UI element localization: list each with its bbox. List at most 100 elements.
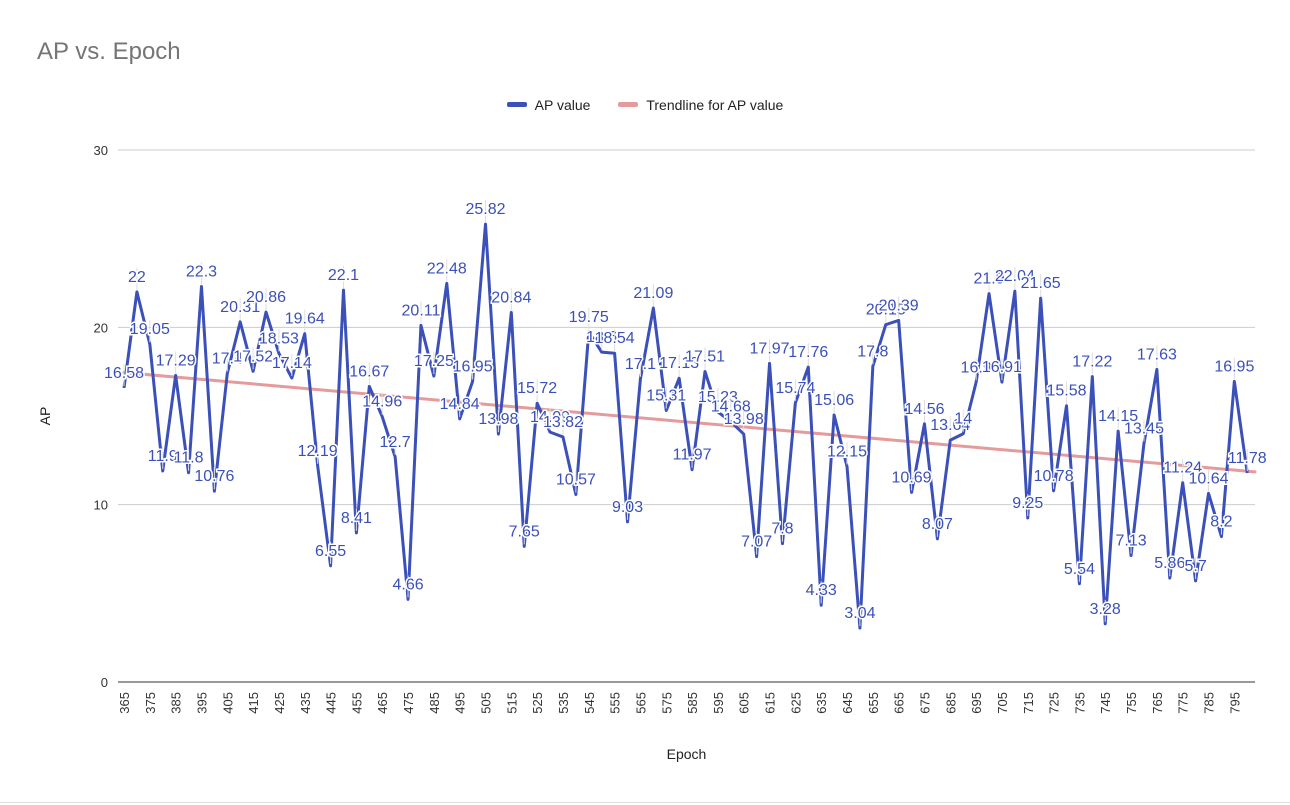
data-label: 17.14 — [272, 355, 312, 372]
x-tick-label: 635 — [814, 692, 829, 714]
legend: AP value Trendline for AP value — [0, 94, 1290, 113]
data-label: 17.22 — [1072, 354, 1112, 371]
data-label: 10.69 — [892, 469, 932, 486]
data-label: 8.2 — [1210, 514, 1232, 531]
data-label: 17.52 — [233, 348, 273, 365]
x-tick-label: 385 — [169, 692, 184, 714]
x-axis-label: Epoch — [667, 746, 707, 762]
data-label: 4.66 — [392, 576, 423, 593]
data-label: 17.76 — [788, 344, 828, 361]
x-tick-label: 615 — [763, 692, 778, 714]
x-tick-label: 735 — [1072, 692, 1087, 714]
data-label: 7.07 — [741, 534, 772, 551]
data-label: 13.45 — [1124, 420, 1164, 437]
data-label: 13.64 — [930, 417, 970, 434]
x-tick-label: 625 — [788, 692, 803, 714]
legend-label-ap-value: AP value — [534, 96, 591, 113]
data-label: 17.29 — [156, 352, 196, 369]
data-label: 7.8 — [771, 521, 793, 538]
data-label: 20.86 — [246, 289, 286, 306]
x-tick-label: 495 — [453, 692, 468, 714]
data-label: 14.68 — [711, 399, 751, 416]
data-label: 11.24 — [1163, 460, 1202, 477]
data-label: 14.96 — [362, 394, 402, 411]
data-label: 12.19 — [298, 443, 338, 460]
legend-label-trendline: Trendline for AP value — [646, 96, 784, 113]
data-label: 13.82 — [543, 414, 583, 431]
x-tick-label: 425 — [272, 692, 287, 714]
x-tick-label: 525 — [530, 692, 545, 714]
legend-item-trendline[interactable]: Trendline for AP value — [618, 97, 783, 113]
x-tick-label: 485 — [427, 692, 442, 714]
x-tick-label: 725 — [1047, 692, 1062, 714]
data-label: 12.15 — [827, 444, 867, 461]
data-label: 18.6 — [586, 329, 617, 346]
x-tick-label: 715 — [1021, 692, 1036, 714]
data-label: 14.15 — [1098, 408, 1138, 425]
data-label: 19.05 — [130, 321, 170, 338]
x-tick-label: 595 — [711, 692, 726, 714]
x-tick-label: 515 — [504, 692, 519, 714]
data-label: 17.13 — [659, 355, 699, 372]
data-label: 10.76 — [194, 468, 234, 485]
x-tick-label: 775 — [1176, 692, 1191, 714]
data-label: 15.74 — [775, 380, 815, 397]
data-label: 22.04 — [995, 268, 1035, 285]
data-label: 14.56 — [904, 401, 944, 418]
data-label: 11.9 — [148, 448, 178, 465]
data-label: 16.9 — [961, 359, 992, 376]
x-tick-label: 765 — [1150, 692, 1165, 714]
legend-swatch-ap-value — [506, 102, 527, 107]
data-label: 6.55 — [315, 543, 346, 560]
data-label: 9.25 — [1012, 495, 1043, 512]
data-label: 16.95 — [453, 358, 493, 375]
trendline — [122, 371, 1257, 474]
x-tick-label: 795 — [1227, 692, 1242, 714]
data-label: 15.06 — [814, 392, 854, 409]
ap-value-line — [122, 222, 1249, 630]
data-label: 25.82 — [465, 201, 505, 218]
x-tick-label: 375 — [143, 692, 158, 714]
data-label: 17.97 — [750, 340, 790, 357]
data-label: 11.78 — [1228, 450, 1267, 467]
data-label: 13.98 — [478, 411, 518, 428]
data-label: 15.31 — [646, 388, 686, 405]
data-label: 15.23 — [698, 389, 738, 406]
x-tick-label: 545 — [582, 692, 597, 714]
data-label: 16.58 — [104, 365, 144, 382]
legend-item-ap-value[interactable]: AP value — [506, 96, 591, 113]
data-label: 21.65 — [1021, 275, 1061, 292]
data-label: 10.57 — [556, 472, 596, 489]
data-label: 8.41 — [341, 510, 372, 527]
data-label: 16.95 — [1214, 358, 1254, 375]
data-label: 15.58 — [1046, 383, 1086, 400]
data-label: 17.4 — [212, 350, 243, 367]
x-tick-label: 415 — [246, 692, 261, 714]
data-label: 11.97 — [673, 447, 712, 464]
x-tick-label: 585 — [685, 692, 700, 714]
x-tick-label: 605 — [737, 692, 752, 714]
x-tick-label: 395 — [194, 692, 209, 714]
data-label: 18.53 — [259, 330, 299, 347]
legend-swatch-trendline — [618, 102, 639, 107]
x-tick-label: 745 — [1098, 692, 1113, 714]
data-label: 19.75 — [569, 309, 609, 326]
x-tick-label: 685 — [943, 692, 958, 714]
x-tick-label: 505 — [479, 692, 494, 714]
data-label: 16.91 — [982, 359, 1022, 376]
data-label: 8.07 — [922, 516, 953, 533]
data-label: 22.1 — [328, 267, 359, 284]
x-tick-label: 565 — [633, 692, 648, 714]
x-tick-label: 675 — [917, 692, 932, 714]
data-label: 20.15 — [866, 302, 906, 319]
x-tick-label: 785 — [1202, 692, 1217, 714]
data-label: 20.11 — [402, 302, 441, 319]
data-label: 22.48 — [427, 260, 467, 277]
data-label: 5.86 — [1154, 555, 1185, 572]
data-label: 17.51 — [685, 348, 725, 365]
chart-title: AP vs. Epoch — [37, 38, 181, 65]
data-label: 5.54 — [1064, 561, 1095, 578]
data-label: 21.09 — [633, 285, 673, 302]
x-tick-label: 755 — [1124, 692, 1139, 714]
